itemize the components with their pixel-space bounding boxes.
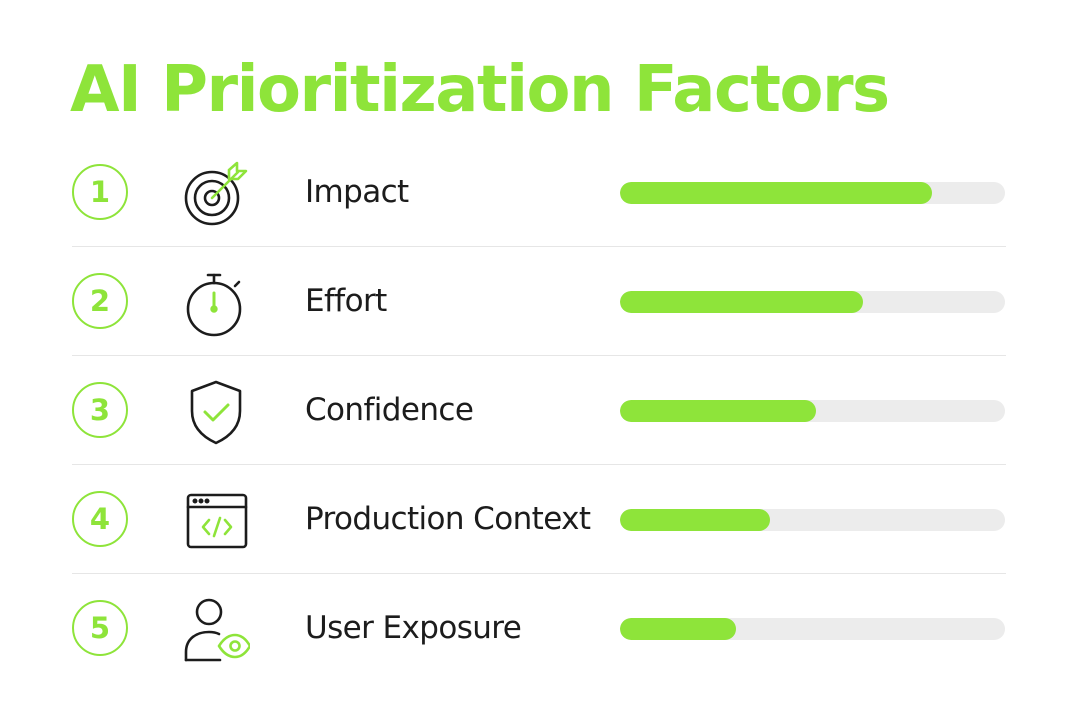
factor-row: 1 Impact — [72, 138, 1006, 247]
factor-number-badge: 2 — [72, 273, 128, 329]
factor-number-badge: 4 — [72, 491, 128, 547]
factor-number-badge: 3 — [72, 382, 128, 438]
target-icon — [182, 160, 250, 228]
factor-progress-track — [620, 182, 1005, 204]
factor-progress-track — [620, 400, 1005, 422]
factor-progress-fill — [620, 509, 771, 531]
factor-progress-fill — [620, 618, 736, 640]
factor-label: Impact — [305, 174, 409, 210]
factor-label: Effort — [305, 283, 387, 319]
page-title: AI Prioritization Factors — [70, 53, 890, 127]
factor-progress-track — [620, 291, 1005, 313]
factor-label: User Exposure — [305, 610, 522, 646]
factor-number-badge: 1 — [72, 164, 128, 220]
factor-row: 3 Confidence — [72, 356, 1006, 465]
factor-progress-fill — [620, 291, 863, 313]
factor-progress-fill — [620, 182, 932, 204]
factor-number-badge: 5 — [72, 600, 128, 656]
factor-row: 2 Effort — [72, 247, 1006, 356]
shield-check-icon — [182, 378, 250, 446]
factor-progress-track — [620, 618, 1005, 640]
factor-progress-fill — [620, 400, 817, 422]
code-window-icon — [182, 487, 250, 555]
factor-row: 4 Production Context — [72, 465, 1006, 574]
user-eye-icon — [182, 596, 250, 664]
factor-progress-track — [620, 509, 1005, 531]
factor-row: 5 User Exposure — [72, 574, 1006, 682]
factor-list: 1 Impact 2 Effort — [72, 138, 1006, 682]
factor-label: Confidence — [305, 392, 474, 428]
stopwatch-icon — [182, 269, 250, 337]
factor-label: Production Context — [305, 501, 591, 537]
